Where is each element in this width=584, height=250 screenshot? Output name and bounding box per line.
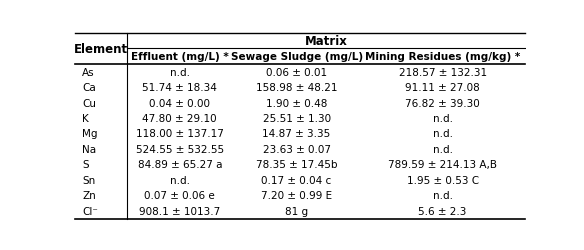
Text: 81 g: 81 g — [285, 206, 308, 216]
Text: Element: Element — [74, 43, 128, 56]
Text: Effluent (mg/L) *: Effluent (mg/L) * — [131, 52, 228, 62]
Text: Cu: Cu — [82, 98, 96, 108]
Text: S: S — [82, 160, 89, 170]
Text: Cl⁻: Cl⁻ — [82, 206, 98, 216]
Text: As: As — [82, 67, 95, 77]
Text: 0.17 ± 0.04 c: 0.17 ± 0.04 c — [262, 175, 332, 185]
Text: Matrix: Matrix — [304, 35, 347, 48]
Text: 218.57 ± 132.31: 218.57 ± 132.31 — [399, 67, 486, 77]
Text: 5.6 ± 2.3: 5.6 ± 2.3 — [419, 206, 467, 216]
Text: 78.35 ± 17.45b: 78.35 ± 17.45b — [256, 160, 338, 170]
Text: 0.07 ± 0.06 e: 0.07 ± 0.06 e — [144, 190, 215, 200]
Text: n.d.: n.d. — [433, 114, 453, 124]
Text: 47.80 ± 29.10: 47.80 ± 29.10 — [142, 114, 217, 124]
Text: 0.04 ± 0.00: 0.04 ± 0.00 — [150, 98, 210, 108]
Text: Sn: Sn — [82, 175, 95, 185]
Text: n.d.: n.d. — [170, 175, 190, 185]
Text: 23.63 ± 0.07: 23.63 ± 0.07 — [263, 144, 331, 154]
Text: 524.55 ± 532.55: 524.55 ± 532.55 — [135, 144, 224, 154]
Text: 908.1 ± 1013.7: 908.1 ± 1013.7 — [139, 206, 220, 216]
Text: Mg: Mg — [82, 129, 98, 139]
Text: n.d.: n.d. — [433, 129, 453, 139]
Text: 76.82 ± 39.30: 76.82 ± 39.30 — [405, 98, 480, 108]
Text: 25.51 ± 1.30: 25.51 ± 1.30 — [263, 114, 331, 124]
Text: Mining Residues (mg/kg) *: Mining Residues (mg/kg) * — [365, 52, 520, 62]
Text: n.d.: n.d. — [170, 67, 190, 77]
Text: Ca: Ca — [82, 83, 96, 93]
Text: 7.20 ± 0.99 E: 7.20 ± 0.99 E — [261, 190, 332, 200]
Text: Na: Na — [82, 144, 96, 154]
Text: n.d.: n.d. — [433, 144, 453, 154]
Text: 1.95 ± 0.53 C: 1.95 ± 0.53 C — [406, 175, 479, 185]
Text: K: K — [82, 114, 89, 124]
Text: 14.87 ± 3.35: 14.87 ± 3.35 — [262, 129, 331, 139]
Text: 118.00 ± 137.17: 118.00 ± 137.17 — [136, 129, 224, 139]
Text: n.d.: n.d. — [433, 190, 453, 200]
Text: 1.90 ± 0.48: 1.90 ± 0.48 — [266, 98, 327, 108]
Text: Zn: Zn — [82, 190, 96, 200]
Text: Sewage Sludge (mg/L): Sewage Sludge (mg/L) — [231, 52, 363, 62]
Text: 91.11 ± 27.08: 91.11 ± 27.08 — [405, 83, 480, 93]
Text: 0.06 ± 0.01: 0.06 ± 0.01 — [266, 67, 327, 77]
Text: 789.59 ± 214.13 A,B: 789.59 ± 214.13 A,B — [388, 160, 497, 170]
Text: 84.89 ± 65.27 a: 84.89 ± 65.27 a — [137, 160, 222, 170]
Text: 158.98 ± 48.21: 158.98 ± 48.21 — [256, 83, 338, 93]
Text: 51.74 ± 18.34: 51.74 ± 18.34 — [142, 83, 217, 93]
